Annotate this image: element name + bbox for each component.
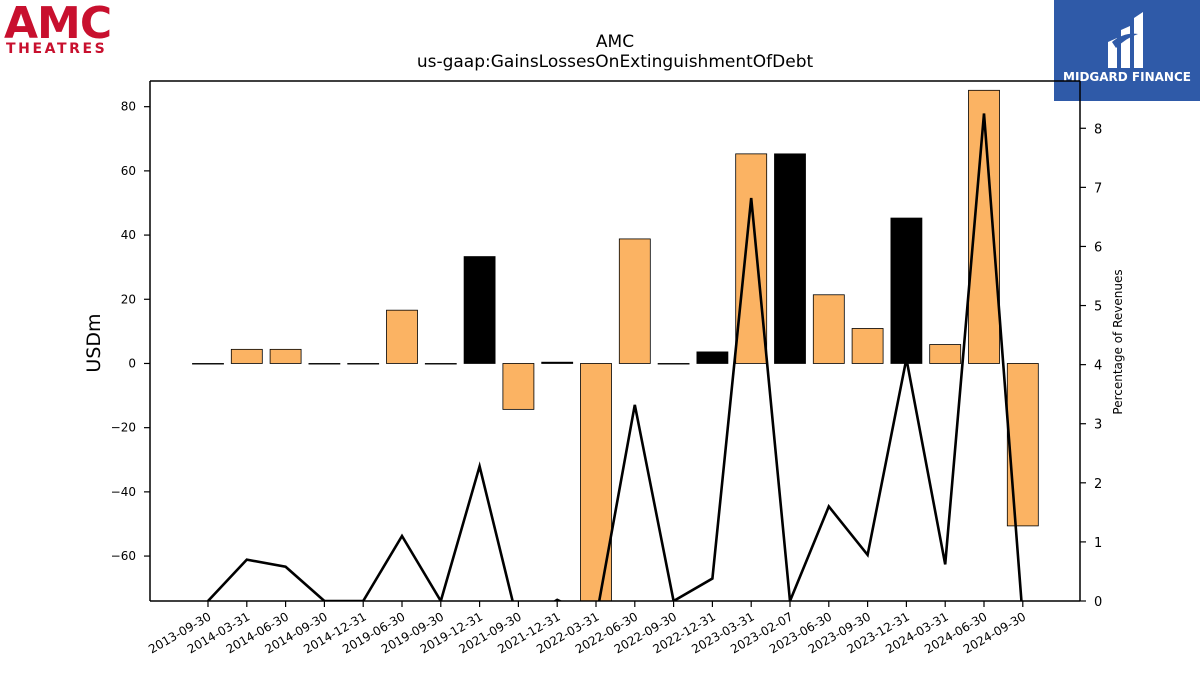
- bar-2024-03-31: [929, 344, 962, 364]
- y2-axis-label: Percentage of Revenues: [1111, 269, 1125, 414]
- bar-2023-03-31: [735, 153, 768, 364]
- percentage-of-revenues-line: [207, 113, 1023, 601]
- y2-tick-label: 6: [1094, 240, 1102, 255]
- bar-2014-12-31: [347, 363, 380, 365]
- bar-2022-09-30: [657, 363, 690, 365]
- chart-title: AMC: [595, 32, 635, 52]
- y2-tick-label: 0: [1094, 595, 1102, 610]
- y-tick-label: 80: [121, 100, 136, 114]
- bar-2019-12-31: [463, 256, 496, 364]
- bar-2022-12-31: [696, 351, 729, 364]
- midgard-mark-icon: [1108, 12, 1143, 68]
- y2-tick-label: 4: [1094, 359, 1102, 374]
- y2-tick-label: 8: [1094, 122, 1102, 137]
- bar-2021-12-31: [541, 361, 574, 364]
- amc-logo-wordmark: AMC: [4, 0, 112, 49]
- y-axis-label: USDm: [83, 313, 105, 372]
- amc-logo-subtext: THEATRES: [6, 41, 108, 57]
- y2-tick-label: 3: [1094, 418, 1102, 433]
- bar-2014-06-30: [269, 348, 302, 364]
- bar-2024-06-30: [968, 89, 1000, 364]
- y-tick-label: 40: [121, 228, 136, 242]
- bar-2013-09-30: [192, 363, 224, 365]
- bar-2022-06-30: [618, 238, 651, 364]
- chart-subtitle: us-gaap:GainsLossesOnExtinguishmentOfDeb…: [416, 52, 814, 72]
- y-tick-label: −40: [111, 485, 136, 499]
- bar-2023-06-30: [812, 294, 845, 364]
- y-tick-label: 0: [128, 356, 136, 370]
- midgard-finance-logo: MIDGARD FINANCE: [1054, 0, 1200, 101]
- y2-tick-label: 2: [1094, 477, 1102, 492]
- bar-2014-09-30: [308, 363, 341, 365]
- bar-2019-09-30: [424, 363, 457, 365]
- y2-tick-label: 7: [1094, 181, 1102, 196]
- y-tick-label: −20: [111, 421, 136, 435]
- amc-theatres-logo: AMC THEATRES: [4, 0, 136, 57]
- bar-2021-09-30: [502, 363, 535, 410]
- y2-tick-label: 1: [1094, 536, 1102, 551]
- y2-tick-label: 5: [1094, 300, 1102, 315]
- y-tick-label: −60: [111, 549, 136, 563]
- bar-2023-09-30: [851, 328, 884, 364]
- bar-2024-09-30: [1006, 363, 1039, 527]
- bar-2023-02-07: [774, 153, 806, 364]
- midgard-logo-text: MIDGARD FINANCE: [1063, 70, 1191, 84]
- bar-2022-03-31: [580, 363, 612, 601]
- bar-2014-03-31: [230, 348, 263, 364]
- y-tick-label: 60: [121, 164, 136, 178]
- bar-2019-06-30: [386, 309, 418, 364]
- bar-2023-12-31: [890, 217, 923, 364]
- y-tick-label: 20: [121, 292, 136, 306]
